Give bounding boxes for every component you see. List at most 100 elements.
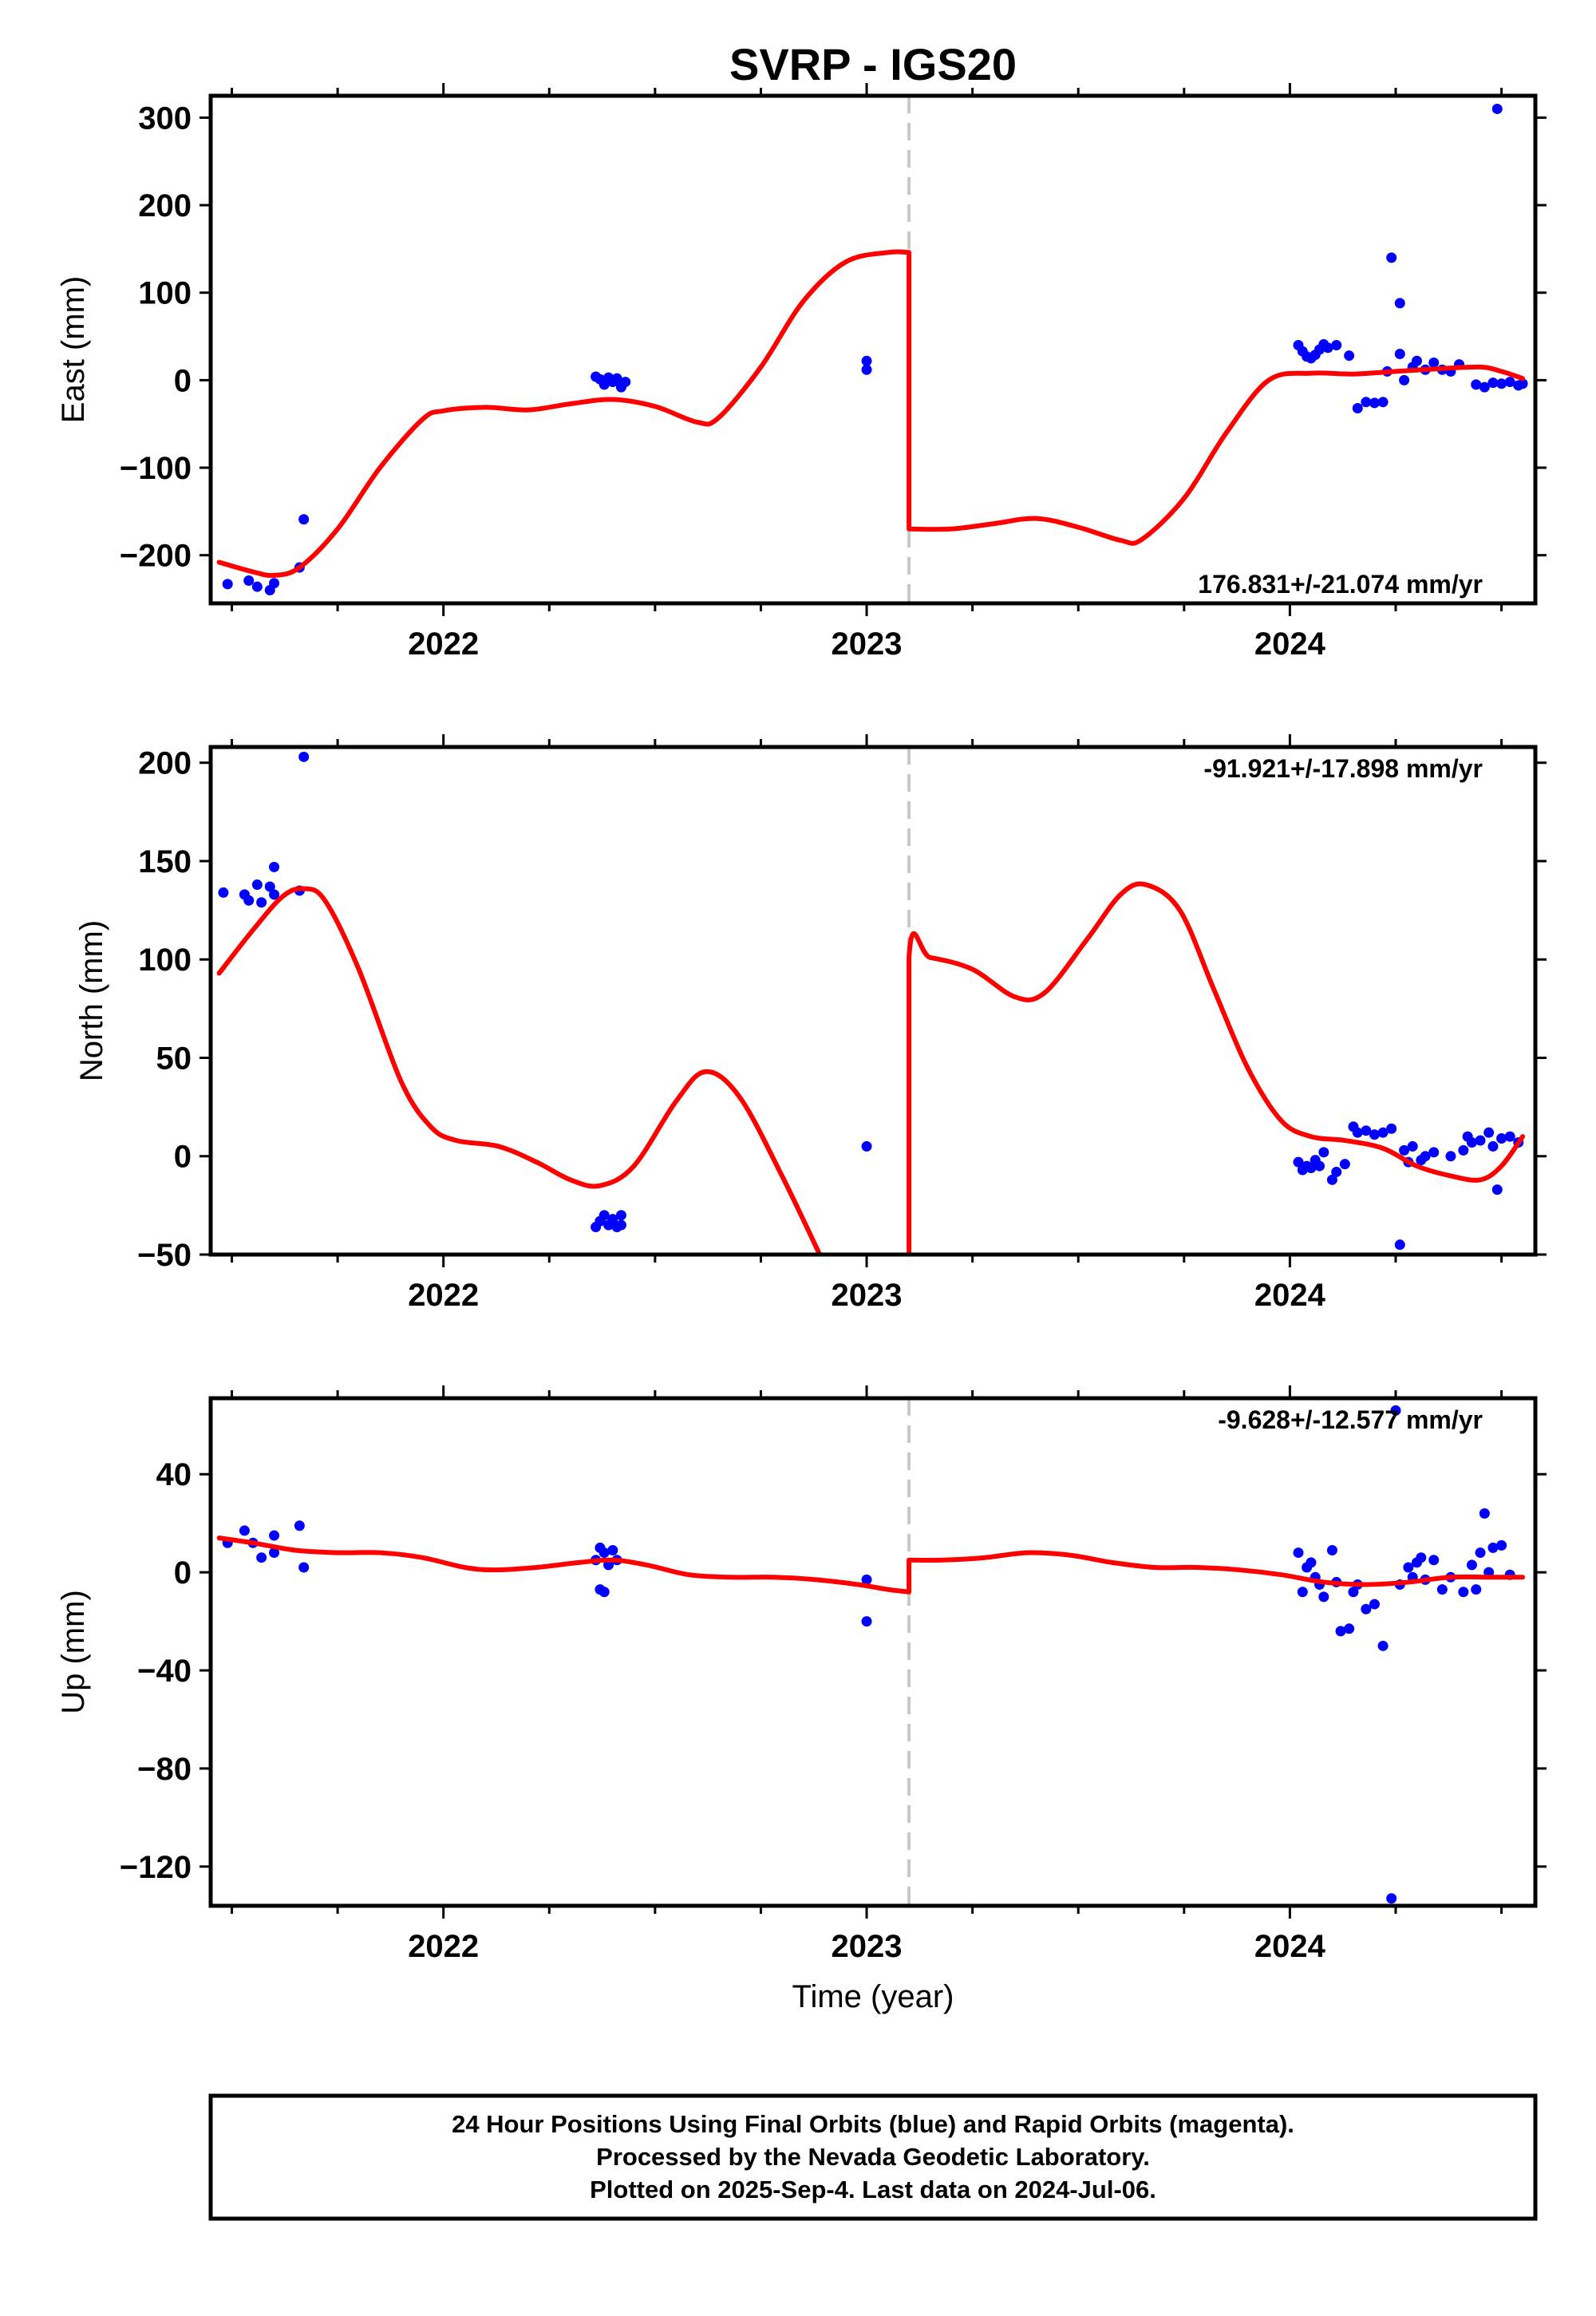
- up-data-point: [1306, 1557, 1317, 1568]
- north-y-axis: 200 150 100 50 0 −50: [137, 746, 1547, 1273]
- north-data-point: [218, 887, 229, 898]
- east-data-point: [1331, 340, 1342, 351]
- up-y-tick-label: −40: [137, 1654, 192, 1689]
- east-data-point: [1386, 252, 1397, 263]
- east-x-axis: 2022 2023 2024: [231, 83, 1503, 662]
- footer-frame: [208, 2093, 1538, 2221]
- up-data-point: [861, 1616, 872, 1627]
- east-rate-label: 176.831+/-21.074 mm/yr: [1198, 570, 1483, 599]
- north-model-curve: [216, 881, 1526, 1255]
- north-data-point: [1466, 1136, 1477, 1148]
- footer-line-3: Plotted on 2025-Sep-4. Last data on 2024…: [590, 2176, 1156, 2203]
- north-data-point: [598, 1210, 610, 1221]
- north-data-point: [1314, 1160, 1325, 1172]
- north-data-point: [1491, 1184, 1503, 1196]
- east-data-point: [1504, 377, 1515, 388]
- figure-title: SVRP - IGS20: [729, 39, 1017, 89]
- up-data-point: [1386, 1893, 1397, 1904]
- east-data-point: [1361, 397, 1372, 408]
- east-y-axis: 300 200 100 0 −100 −200: [120, 101, 1547, 574]
- up-y-tick-label: −80: [137, 1752, 192, 1787]
- up-data-point: [239, 1525, 250, 1536]
- north-data-point: [607, 1214, 618, 1225]
- north-data-point: [1420, 1151, 1431, 1162]
- east-data-point: [1517, 378, 1528, 389]
- up-data-point: [598, 1587, 610, 1598]
- up-panel: 40 0 −40 −80 −120 2022 2023 2024 Up (mm) -9.62…: [56, 1385, 1547, 2014]
- north-data-point: [269, 861, 280, 872]
- up-data-point: [1496, 1539, 1507, 1551]
- east-data-point: [1344, 350, 1355, 362]
- north-data-point: [1293, 1156, 1304, 1168]
- north-data-point: [1306, 1163, 1317, 1174]
- north-data-point: [1496, 1133, 1507, 1144]
- up-data-point: [1458, 1587, 1469, 1598]
- east-y-tick-label: 0: [174, 363, 192, 398]
- north-x-tick-label: 2024: [1254, 1278, 1326, 1313]
- up-rate-label: -9.628+/-12.577 mm/yr: [1218, 1405, 1483, 1434]
- north-y-tick-label: −50: [137, 1238, 192, 1273]
- up-data-point: [1436, 1584, 1448, 1595]
- up-x-tick-label: 2023: [832, 1929, 903, 1964]
- footer-line-1: 24 Hour Positions Using Final Orbits (bl…: [452, 2110, 1294, 2138]
- up-data-point: [1428, 1555, 1440, 1566]
- north-data-point: [264, 881, 275, 892]
- footer-line-2: Processed by the Nevada Geodetic Laborat…: [596, 2143, 1150, 2171]
- north-data-points: [218, 751, 1524, 1251]
- north-data-point: [1483, 1127, 1495, 1138]
- up-y-tick-label: 40: [156, 1457, 192, 1492]
- north-data-point: [1394, 1239, 1405, 1251]
- north-data-point: [243, 895, 255, 906]
- up-data-point: [1318, 1591, 1329, 1603]
- time-axis-label: Time (year): [792, 1979, 954, 2014]
- north-y-tick-label: 50: [156, 1041, 192, 1076]
- east-model-curve: [216, 249, 1526, 579]
- up-data-point: [1471, 1584, 1482, 1595]
- up-data-point: [1479, 1508, 1490, 1519]
- east-x-tick-label: 2022: [408, 626, 479, 662]
- footer-box: 24 Hour Positions Using Final Orbits (bl…: [208, 2093, 1538, 2221]
- east-data-point: [1471, 379, 1482, 390]
- north-data-point: [615, 1210, 626, 1221]
- up-data-point: [1377, 1640, 1389, 1651]
- east-frame: [208, 93, 1538, 606]
- up-data-point: [1390, 1405, 1401, 1416]
- north-data-point: [1475, 1135, 1486, 1146]
- east-y-tick-label: −200: [120, 539, 192, 574]
- up-model-segment-1: [216, 1535, 912, 1595]
- up-data-point: [607, 1544, 618, 1555]
- north-x-tick-label: 2023: [832, 1278, 903, 1313]
- north-data-point: [1331, 1166, 1342, 1177]
- east-data-point: [861, 364, 872, 375]
- east-data-point: [1479, 381, 1490, 393]
- east-model-segment-2: [907, 364, 1526, 546]
- up-data-point: [1335, 1626, 1346, 1637]
- up-data-point: [294, 1520, 305, 1531]
- north-data-point: [1407, 1140, 1418, 1152]
- north-data-point: [861, 1140, 872, 1152]
- east-data-point: [611, 373, 622, 384]
- east-data-point: [1487, 377, 1499, 389]
- north-frame: [208, 745, 1538, 1257]
- east-data-point: [243, 575, 255, 586]
- up-x-tick-label: 2024: [1254, 1929, 1326, 1964]
- north-model-segment-1: [216, 886, 823, 1255]
- up-x-axis: 2022 2023 2024: [231, 1385, 1503, 1964]
- north-data-point: [1458, 1144, 1469, 1156]
- east-x-tick-label: 2024: [1254, 626, 1326, 662]
- east-data-point: [1394, 298, 1405, 309]
- up-model-segment-2: [907, 1550, 1526, 1587]
- east-data-point: [1428, 357, 1440, 368]
- up-data-point: [1326, 1544, 1337, 1555]
- east-data-point: [1369, 397, 1380, 409]
- north-data-point: [1339, 1159, 1350, 1170]
- north-y-tick-label: 100: [138, 943, 192, 978]
- east-data-point: [1412, 355, 1423, 366]
- north-model-segment-2: [907, 881, 1526, 1255]
- up-data-point: [1487, 1542, 1499, 1553]
- east-y-tick-label: 300: [138, 101, 192, 136]
- up-x-tick-label: 2022: [408, 1929, 479, 1964]
- up-data-point: [861, 1574, 872, 1585]
